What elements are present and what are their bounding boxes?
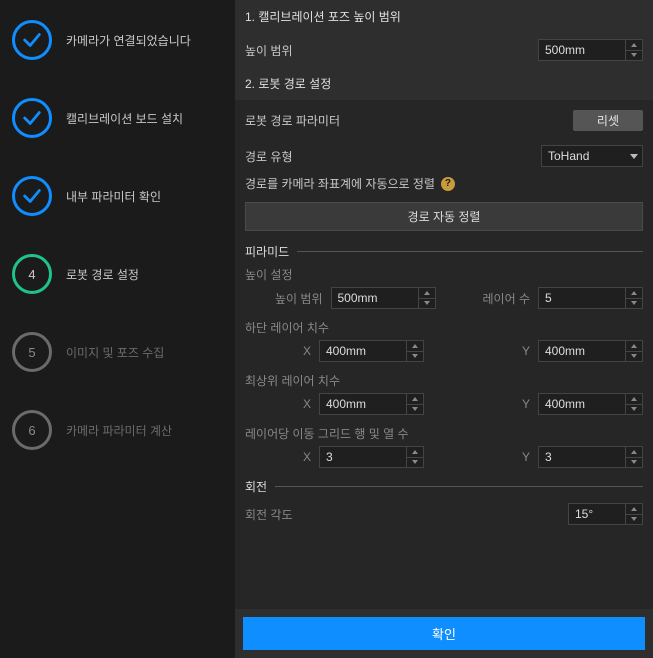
chevron-down-icon[interactable] [626,51,642,61]
chevron-down-icon[interactable] [626,458,642,468]
pyramid-height-row: 높이 범위 500mm 레이어 수 5 [245,287,643,309]
sidebar: 카메라가 연결되었습니다 캘리브레이션 보드 설치 내부 파라미터 확인 4 로… [0,0,235,658]
chevron-up-icon[interactable] [407,341,423,352]
chevron-down-icon[interactable] [626,405,642,415]
chevron-down-icon[interactable] [407,458,423,468]
rotation-angle-input[interactable]: 15° [568,503,643,525]
height-range-label: 높이 범위 [245,42,538,59]
pyramid-height-range-input[interactable]: 500mm [331,287,436,309]
spinner-arrows[interactable] [625,40,642,60]
step-label: 캘리브레이션 보드 설치 [66,110,183,127]
rotation-row: 회전 각도 15° [245,503,643,525]
chevron-up-icon[interactable] [626,447,642,458]
reset-button[interactable]: 리셋 [573,110,643,131]
chevron-up-icon[interactable] [626,40,642,51]
step-6[interactable]: 6 카메라 파라미터 계산 [12,410,223,450]
step-label: 카메라 파라미터 계산 [66,422,172,439]
step-label: 이미지 및 포즈 수집 [66,344,164,361]
grid-y-input[interactable]: 3 [538,446,643,468]
chevron-down-icon[interactable] [407,405,423,415]
top-x-label: X [245,397,311,411]
section2-title: 2. 로봇 경로 설정 [235,67,653,100]
height-setting-label: 높이 설정 [245,266,643,283]
step-number-icon: 5 [12,332,52,372]
footer: 확인 [235,609,653,658]
top-y-input[interactable]: 400mm [538,393,643,415]
param-title: 로봇 경로 파라미터 [245,112,573,129]
grid-x-label: X [245,450,311,464]
top-layer-row: X 400mm Y 400mm [245,393,643,415]
grid-y-label: Y [522,450,530,464]
robot-path-panel: 로봇 경로 파라미터 리셋 경로 유형 ToHand 경로를 카메라 좌표계에 … [235,100,653,609]
chevron-up-icon[interactable] [626,288,642,299]
chevron-up-icon[interactable] [626,394,642,405]
path-type-row: 경로 유형 ToHand [245,141,643,171]
step-number-icon: 6 [12,410,52,450]
check-icon [12,20,52,60]
layer-count-label: 레이어 수 [483,290,531,307]
app-root: 카메라가 연결되었습니다 캘리브레이션 보드 설치 내부 파라미터 확인 4 로… [0,0,653,658]
top-y-label: Y [522,397,530,411]
bottom-y-label: Y [522,344,530,358]
rotation-group: 회전 [245,478,643,495]
step-label: 내부 파라미터 확인 [66,188,161,205]
grid-row: X 3 Y 3 [245,446,643,468]
auto-align-label: 경로를 카메라 좌표계에 자동으로 정렬 [245,175,435,192]
section1-title: 1. 캘리브레이션 포즈 높이 범위 [235,0,653,33]
chevron-up-icon[interactable] [407,447,423,458]
confirm-button[interactable]: 확인 [243,617,645,650]
step-label: 카메라가 연결되었습니다 [66,32,191,49]
main-content: 1. 캘리브레이션 포즈 높이 범위 높이 범위 500mm 2. 로봇 경로 … [235,0,653,658]
step-1[interactable]: 카메라가 연결되었습니다 [12,20,223,60]
chevron-up-icon[interactable] [626,341,642,352]
check-icon [12,176,52,216]
chevron-down-icon[interactable] [626,299,642,309]
chevron-up-icon[interactable] [626,504,642,515]
layer-count-input[interactable]: 5 [538,287,643,309]
step-3[interactable]: 내부 파라미터 확인 [12,176,223,216]
top-layer-label: 최상위 레이어 치수 [245,372,643,389]
bottom-x-label: X [245,344,311,358]
chevron-down-icon[interactable] [626,352,642,362]
step-2[interactable]: 캘리브레이션 보드 설치 [12,98,223,138]
top-x-input[interactable]: 400mm [319,393,424,415]
step-label: 로봇 경로 설정 [66,266,139,283]
bottom-x-input[interactable]: 400mm [319,340,424,362]
path-type-label: 경로 유형 [245,148,541,165]
step-number-icon: 4 [12,254,52,294]
help-icon[interactable]: ? [441,177,455,191]
height-range-row: 높이 범위 500mm [235,33,653,67]
panel-header: 로봇 경로 파라미터 리셋 [245,110,643,131]
grid-label: 레이어당 이동 그리드 행 및 열 수 [245,425,643,442]
pyramid-height-range-label: 높이 범위 [275,290,323,307]
chevron-up-icon[interactable] [407,394,423,405]
bottom-layer-label: 하단 레이어 치수 [245,319,643,336]
path-type-select[interactable]: ToHand [541,145,643,167]
check-icon [12,98,52,138]
rotation-angle-label: 회전 각도 [245,506,560,523]
chevron-down-icon[interactable] [626,515,642,525]
chevron-down-icon[interactable] [407,352,423,362]
auto-align-button[interactable]: 경로 자동 정렬 [245,202,643,231]
chevron-down-icon[interactable] [419,299,435,309]
chevron-up-icon[interactable] [419,288,435,299]
auto-align-row: 경로를 카메라 좌표계에 자동으로 정렬 ? [245,171,643,202]
step-5[interactable]: 5 이미지 및 포즈 수집 [12,332,223,372]
bottom-layer-row: X 400mm Y 400mm [245,340,643,362]
bottom-y-input[interactable]: 400mm [538,340,643,362]
pyramid-group: 피라미드 [245,243,643,260]
height-range-input[interactable]: 500mm [538,39,643,61]
step-4[interactable]: 4 로봇 경로 설정 [12,254,223,294]
chevron-down-icon [630,154,638,159]
grid-x-input[interactable]: 3 [319,446,424,468]
